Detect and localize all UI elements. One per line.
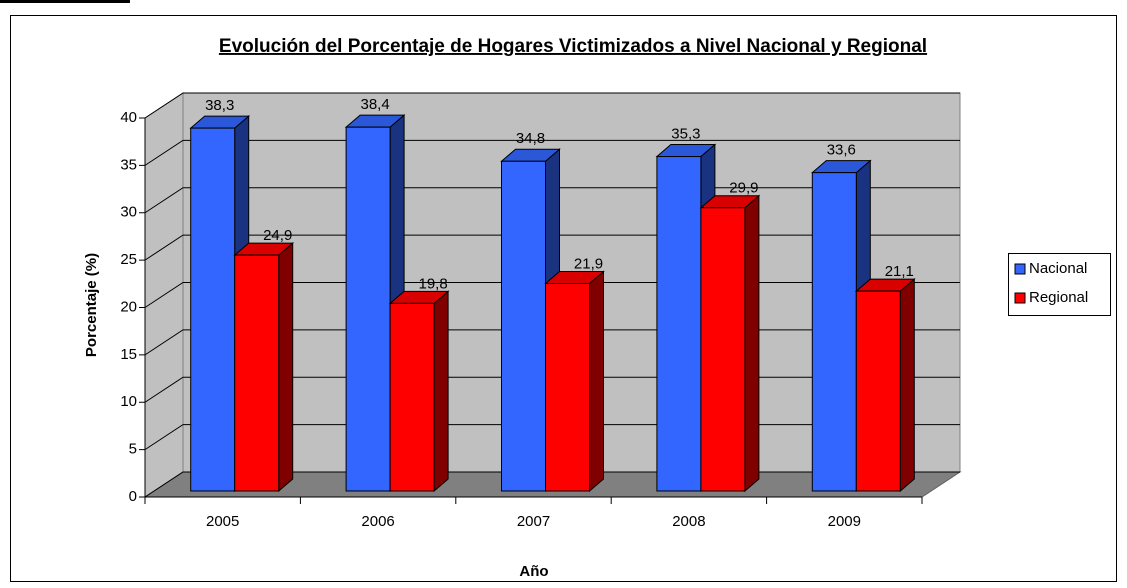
data-label: 19,8 (418, 275, 447, 292)
y-tick-label: 0 (129, 488, 137, 505)
y-axis-label: Porcentaje (%) (83, 253, 100, 357)
legend-swatch (1014, 292, 1026, 304)
y-tick-label: 10 (120, 393, 137, 410)
y-tick-label: 35 (120, 156, 137, 173)
legend-label: Nacional (1029, 260, 1087, 277)
bar-side (589, 270, 604, 493)
x-tick-label: 2007 (517, 513, 550, 530)
data-label: 29,9 (729, 180, 758, 197)
y-tick-label: 15 (120, 346, 137, 363)
bar (234, 254, 280, 492)
data-label: 38,4 (360, 96, 389, 113)
y-tick-label: 30 (120, 204, 137, 221)
bar-side (278, 241, 294, 493)
bar (389, 302, 435, 492)
data-label: 34,8 (516, 130, 545, 147)
grid-line (144, 139, 960, 166)
legend-swatch (1014, 263, 1026, 275)
data-label: 21,1 (885, 263, 914, 280)
y-tick-label: 5 (129, 441, 137, 458)
bar-side (433, 290, 449, 493)
data-label: 35,3 (671, 126, 700, 143)
bar (501, 160, 546, 492)
bar (190, 127, 236, 492)
data-label: 38,3 (205, 97, 234, 114)
bar (656, 156, 702, 492)
bar (545, 282, 590, 492)
x-tick-label: 2008 (672, 513, 705, 530)
bar-side (899, 277, 915, 493)
caption-bar (0, 0, 130, 3)
data-label: 33,6 (827, 142, 856, 159)
bar (700, 207, 746, 492)
legend-label: Regional (1029, 289, 1088, 306)
bar (345, 126, 391, 492)
grid-line (144, 92, 960, 119)
bar (811, 172, 857, 492)
x-axis-label: Año (519, 563, 548, 580)
x-tick-label: 2005 (206, 513, 239, 530)
y-tick-label: 20 (120, 298, 137, 315)
y-tick-label: 40 (120, 109, 137, 126)
chart-title: Evolución del Porcentaje de Hogares Vict… (219, 36, 927, 57)
x-tick-label: 2009 (828, 513, 861, 530)
data-label: 21,9 (574, 255, 603, 272)
y-tick-label: 25 (120, 251, 137, 268)
x-tick-label: 2006 (361, 513, 394, 530)
bar-side (744, 194, 760, 493)
bar (855, 290, 901, 492)
data-label: 24,9 (263, 227, 292, 244)
